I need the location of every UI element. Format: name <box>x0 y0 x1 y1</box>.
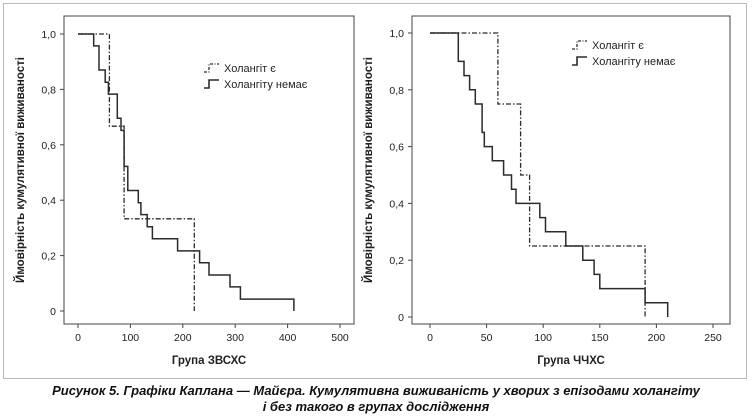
left-y-tick-label: 0 <box>50 306 56 318</box>
right-plot-area <box>411 15 731 325</box>
right-y-axis-label: Ймовірність кумулятивної виживаності <box>362 57 375 283</box>
right-legend-label: Холангіт є <box>592 40 644 52</box>
right-x-axis-label: Група ЧЧХС <box>537 355 605 367</box>
caption-line-2: і без такого в групах дослідження <box>262 399 490 414</box>
right-x-tick-label: 0 <box>427 332 433 344</box>
right-x-tick-label: 250 <box>704 332 722 344</box>
left-legend: Холангіт є Холангіту немає <box>204 63 308 91</box>
left-x-tick-label: 300 <box>226 332 244 344</box>
left-y-axis-label: Ймовірність кумулятивної виживаності <box>14 57 27 283</box>
left-y-tick-label: 1,0 <box>41 29 56 41</box>
left-y-tick-label: 0,4 <box>41 195 56 207</box>
left-x-tick-label: 400 <box>279 332 297 344</box>
figure-frame: 0 0,2 0,4 0,6 0,8 1,0 0 100 200 300 400 500 Група ЗВ… <box>3 3 747 379</box>
left-series-line-no-cholangitis <box>78 33 295 311</box>
right-y-tick-label: 0,6 <box>389 142 404 154</box>
figure-caption: Рисунок 5. Графіки Каплана — Майєра. Кум… <box>0 383 752 415</box>
left-series-line-cholangitis <box>78 33 195 311</box>
right-x-tick-label: 50 <box>481 332 493 344</box>
left-legend-label: Холангіту немає <box>224 79 308 91</box>
right-legend-label: Холангіту немає <box>592 56 676 68</box>
right-series-line-cholangitis <box>430 32 646 317</box>
right-x-tick-label: 100 <box>534 332 552 344</box>
left-legend-symbol <box>204 63 219 73</box>
right-chart-panel: 0 0,2 0,4 0,6 0,8 1,0 0 50 100 150 200 250 Група ЧЧХ… <box>362 15 731 367</box>
left-y-tick-label: 0,2 <box>41 251 56 263</box>
caption-line-1: Рисунок 5. Графіки Каплана — Майєра. Кум… <box>52 383 700 398</box>
right-x-tick-label: 150 <box>591 332 609 344</box>
right-y-tick-label: 0,4 <box>389 198 404 210</box>
left-legend-label: Холангіт є <box>224 63 276 75</box>
right-series-line-no-cholangitis <box>430 32 669 317</box>
right-legend: Холангіт є Холангіту немає <box>572 40 676 68</box>
left-plot-area <box>63 15 355 325</box>
left-y-tick-label: 0,6 <box>41 140 56 152</box>
right-y-tick-label: 1,0 <box>389 28 404 40</box>
right-y-tick-label: 0 <box>398 312 404 324</box>
left-chart-panel: 0 0,2 0,4 0,6 0,8 1,0 0 100 200 300 400 500 Група ЗВ… <box>14 15 355 367</box>
right-y-tick-label: 0,8 <box>389 85 404 97</box>
right-legend-symbol <box>572 56 587 66</box>
left-x-axis-label: Група ЗВСХС <box>172 355 246 367</box>
left-x-tick-label: 0 <box>75 332 81 344</box>
left-y-tick-label: 0,8 <box>41 84 56 96</box>
left-x-tick-label: 500 <box>331 332 349 344</box>
right-x-tick-label: 200 <box>648 332 666 344</box>
left-x-tick-label: 100 <box>122 332 140 344</box>
right-legend-symbol <box>572 40 587 50</box>
right-y-tick-label: 0,2 <box>389 255 404 267</box>
left-x-tick-label: 200 <box>174 332 192 344</box>
left-legend-symbol <box>204 79 219 89</box>
